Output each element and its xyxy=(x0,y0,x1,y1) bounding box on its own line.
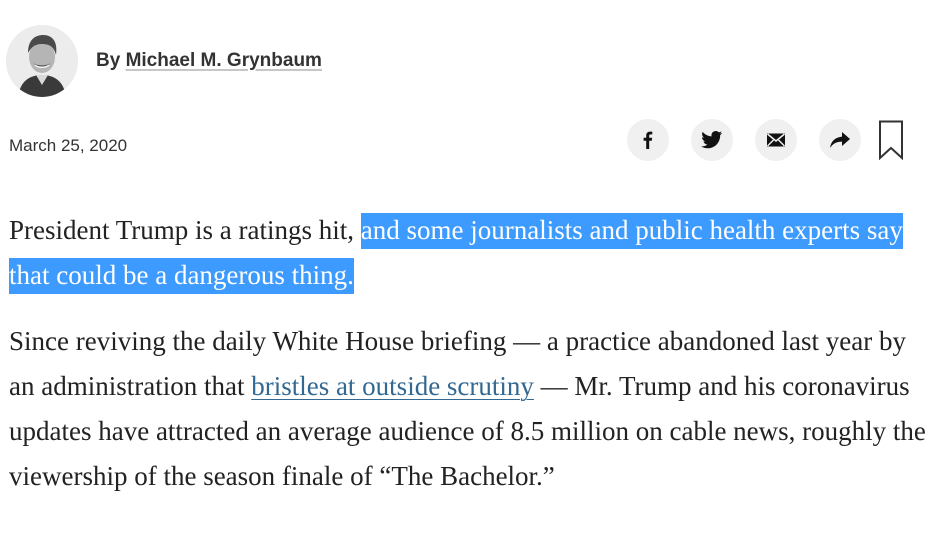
share-arrow-icon xyxy=(830,132,850,148)
scrutiny-article-link[interactable]: bristles at outside scrutiny xyxy=(251,371,534,401)
facebook-share-button[interactable] xyxy=(627,119,669,161)
paragraph-2-text-start: Since reviving the daily White House bri… xyxy=(9,326,906,401)
save-bookmark-button[interactable] xyxy=(877,118,905,162)
author-link[interactable]: Michael M. Grynbaum xyxy=(125,50,322,71)
more-share-button[interactable] xyxy=(819,119,861,161)
bookmark-icon xyxy=(879,120,903,160)
twitter-share-button[interactable] xyxy=(691,119,733,161)
article-body: President Trump is a ratings hit, and so… xyxy=(9,208,929,520)
paragraph-2-text-end: — Mr. Trump and his coronavirus updates … xyxy=(9,371,926,491)
article-paragraph-2: Since reviving the daily White House bri… xyxy=(9,319,929,499)
email-share-button[interactable] xyxy=(755,119,797,161)
author-avatar[interactable] xyxy=(6,25,78,97)
author-photo-icon xyxy=(6,25,78,97)
byline-prefix: By xyxy=(96,50,126,71)
byline: By Michael M. Grynbaum xyxy=(96,50,322,72)
byline-row: By Michael M. Grynbaum xyxy=(6,24,322,98)
paragraph-1-text: President Trump is a ratings hit, xyxy=(9,215,361,245)
facebook-icon xyxy=(643,131,653,149)
publish-date: March 25, 2020 xyxy=(9,136,128,155)
email-icon xyxy=(766,133,786,147)
article-paragraph-1: President Trump is a ratings hit, and so… xyxy=(9,208,929,298)
twitter-icon xyxy=(701,131,723,149)
share-toolbar xyxy=(627,118,905,162)
